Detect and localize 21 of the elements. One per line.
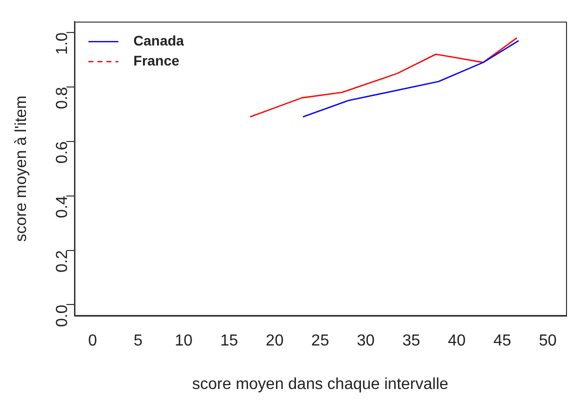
- legend-label: Canada: [133, 32, 184, 48]
- legend-label: France: [133, 52, 180, 68]
- x-tick-label: 10: [174, 332, 193, 350]
- y-tick-label: 0.0: [54, 304, 71, 327]
- x-axis-title: score moyen dans chaque intervalle: [192, 376, 448, 393]
- y-tick-label: 1.0: [54, 32, 71, 55]
- x-tick-label: 30: [356, 332, 375, 350]
- x-tick-label: 5: [134, 332, 143, 350]
- y-tick-label: 0.8: [54, 86, 71, 110]
- x-tick-label: 25: [311, 332, 330, 350]
- x-tick-label: 20: [266, 332, 284, 350]
- y-tick-label: 0.2: [54, 250, 71, 273]
- x-tick-label: 0: [88, 332, 98, 350]
- y-tick-label: 0.6: [54, 141, 71, 164]
- x-tick-label: 40: [448, 332, 466, 350]
- x-tick-label: 35: [402, 332, 420, 350]
- y-tick-label: 0.4: [54, 196, 71, 218]
- x-tick-label: 50: [538, 332, 557, 350]
- x-tick-label: 15: [220, 332, 238, 350]
- x-tick-label: 45: [493, 332, 512, 350]
- y-axis-title: score moyen à l'item: [13, 95, 30, 242]
